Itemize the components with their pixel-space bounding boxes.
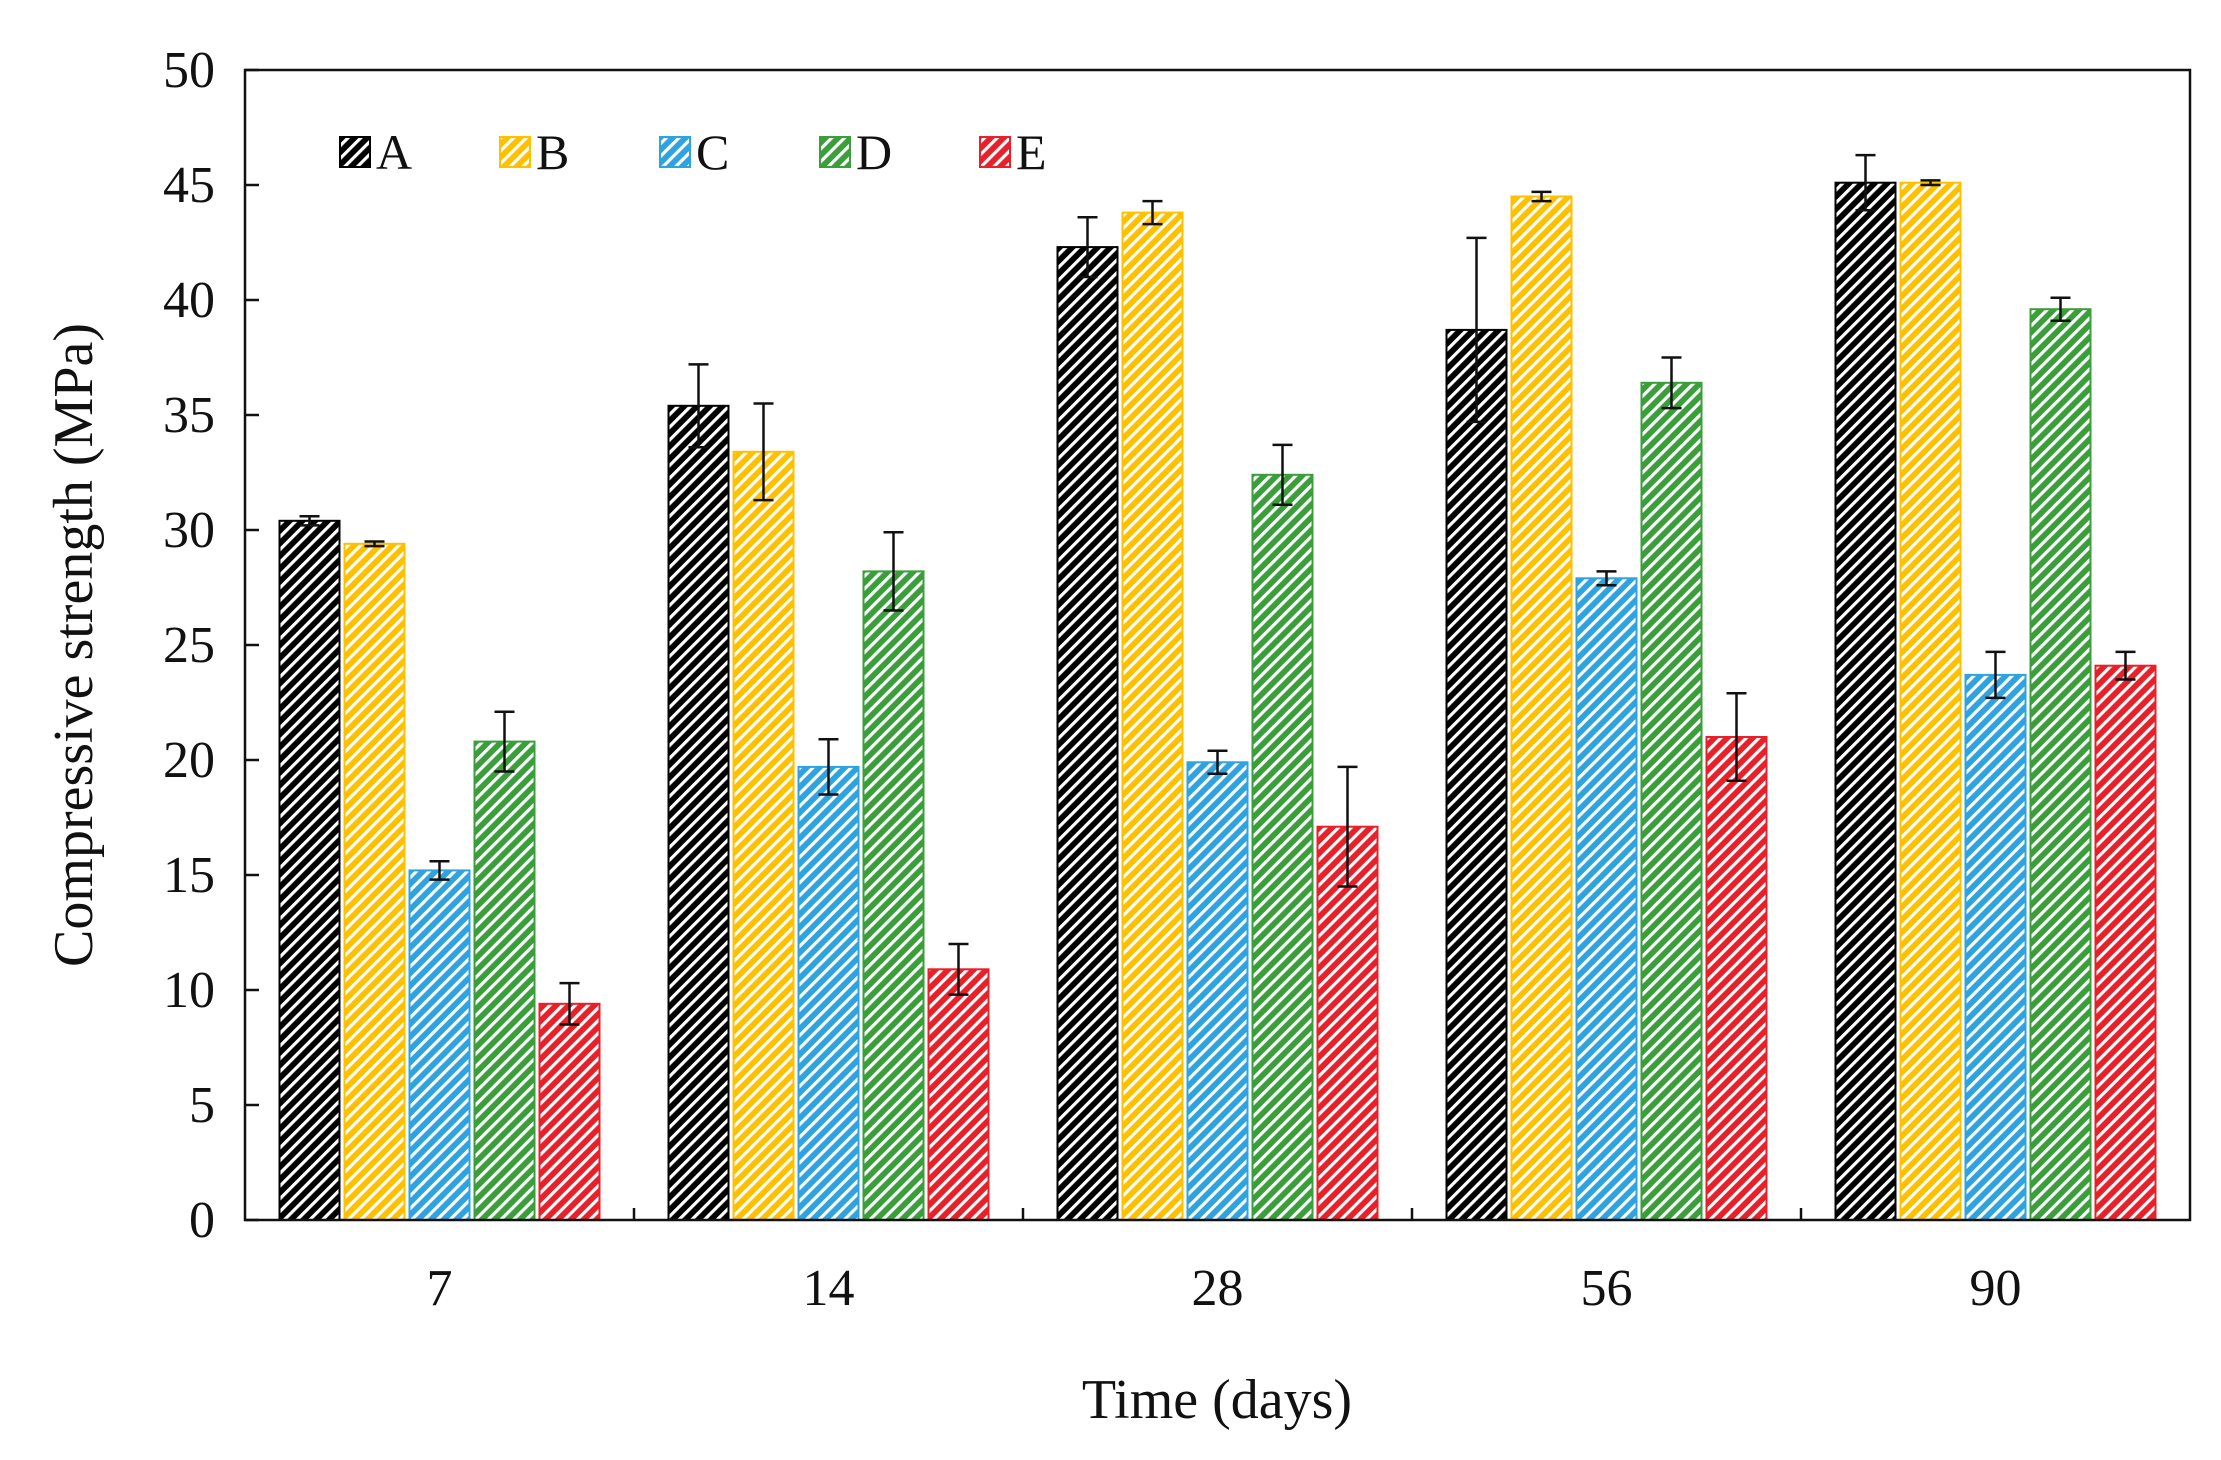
error-bar-B-56 xyxy=(1531,190,1552,203)
error-bar-E-56 xyxy=(1726,692,1747,782)
x-tick-label: 7 xyxy=(427,1260,453,1317)
x-tick-label: 28 xyxy=(1192,1260,1244,1317)
bar-C-7 xyxy=(408,869,471,1222)
bar-E-90 xyxy=(2094,664,2157,1221)
bar-C-56 xyxy=(1575,577,1638,1221)
bar-A-7 xyxy=(278,519,341,1221)
error-bar-C-90 xyxy=(1985,650,2006,700)
bars-layer xyxy=(278,181,2157,1222)
legend-label-A: A xyxy=(376,124,412,180)
y-tick-label: 50 xyxy=(163,42,215,99)
bar-D-7 xyxy=(473,740,536,1221)
legend: A B C D E xyxy=(339,124,1047,180)
legend-item-C: C xyxy=(659,124,729,180)
y-tick-label: 30 xyxy=(163,502,215,559)
error-bar-A-14 xyxy=(688,363,709,449)
x-tick-label: 90 xyxy=(1970,1260,2022,1317)
x-tick-label: 14 xyxy=(803,1260,855,1317)
error-bar-A-90 xyxy=(1855,153,1876,212)
error-bar-B-7 xyxy=(364,540,385,548)
error-bar-D-28 xyxy=(1272,443,1293,506)
bar-D-14 xyxy=(862,570,925,1221)
bar-D-56 xyxy=(1640,381,1703,1221)
error-bar-C-7 xyxy=(429,859,450,881)
error-bar-D-90 xyxy=(2050,296,2071,322)
legend-swatch-D xyxy=(819,136,851,168)
error-bar-C-28 xyxy=(1207,749,1228,776)
error-bar-B-90 xyxy=(1920,179,1941,187)
error-bar-A-7 xyxy=(299,514,320,527)
y-tick-label: 45 xyxy=(163,157,215,214)
x-axis-label: Time (days) xyxy=(1082,1369,1352,1431)
error-bar-E-90 xyxy=(2115,650,2136,681)
legend-label-C: C xyxy=(696,124,729,180)
error-bar-C-14 xyxy=(818,738,839,796)
error-bar-B-14 xyxy=(753,402,774,502)
error-bar-D-7 xyxy=(494,710,515,773)
bar-B-90 xyxy=(1899,181,1962,1222)
bar-A-28 xyxy=(1056,246,1119,1222)
y-axis: 0 5 10 15 20 25 30 35 40 45 50 xyxy=(163,42,259,1249)
legend-swatch-B xyxy=(499,136,531,168)
legend-swatch-A xyxy=(339,136,371,168)
legend-swatch-C xyxy=(659,136,691,168)
legend-label-E: E xyxy=(1016,124,1047,180)
bar-C-90 xyxy=(1964,673,2027,1221)
bar-E-56 xyxy=(1705,736,1768,1221)
y-tick-label: 0 xyxy=(189,1192,215,1249)
error-bar-A-56 xyxy=(1466,236,1487,424)
y-tick-label: 25 xyxy=(163,617,215,674)
x-tick-label: 56 xyxy=(1581,1260,1633,1317)
bar-A-90 xyxy=(1834,181,1897,1222)
bar-B-14 xyxy=(732,450,795,1221)
error-bar-A-28 xyxy=(1077,215,1098,279)
legend-label-B: B xyxy=(536,124,569,180)
y-tick-label: 35 xyxy=(163,387,215,444)
error-bar-D-14 xyxy=(883,531,904,612)
bar-E-7 xyxy=(538,1002,601,1221)
error-bar-D-56 xyxy=(1661,356,1682,410)
legend-item-A: A xyxy=(339,124,412,180)
bar-B-28 xyxy=(1121,211,1184,1222)
error-bars-layer xyxy=(299,153,2136,1026)
bar-B-56 xyxy=(1510,195,1573,1221)
y-tick-label: 15 xyxy=(163,847,215,904)
y-tick-label: 20 xyxy=(163,732,215,789)
y-tick-label: 5 xyxy=(189,1077,215,1134)
bar-E-14 xyxy=(927,968,990,1221)
y-tick-label: 40 xyxy=(163,272,215,329)
legend-item-E: E xyxy=(979,124,1047,180)
error-bar-E-7 xyxy=(559,981,580,1026)
y-axis-label: Compressive strength (MPa) xyxy=(43,323,105,967)
bar-A-56 xyxy=(1445,328,1508,1221)
bar-A-14 xyxy=(667,404,730,1221)
error-bar-E-28 xyxy=(1337,765,1358,888)
bar-D-28 xyxy=(1251,473,1314,1221)
legend-item-D: D xyxy=(819,124,892,180)
legend-item-B: B xyxy=(499,124,569,180)
legend-label-D: D xyxy=(856,124,892,180)
bar-D-90 xyxy=(2029,308,2092,1221)
legend-swatch-E xyxy=(979,136,1011,168)
y-tick-label: 10 xyxy=(163,962,215,1019)
bar-E-28 xyxy=(1316,825,1379,1221)
bar-C-28 xyxy=(1186,761,1249,1221)
error-bar-C-56 xyxy=(1596,570,1617,587)
error-bar-E-14 xyxy=(948,942,969,996)
bar-B-7 xyxy=(343,542,406,1221)
error-bar-B-28 xyxy=(1142,199,1163,226)
x-axis: 7 14 28 56 90 xyxy=(427,1208,2022,1317)
bar-C-14 xyxy=(797,765,860,1222)
